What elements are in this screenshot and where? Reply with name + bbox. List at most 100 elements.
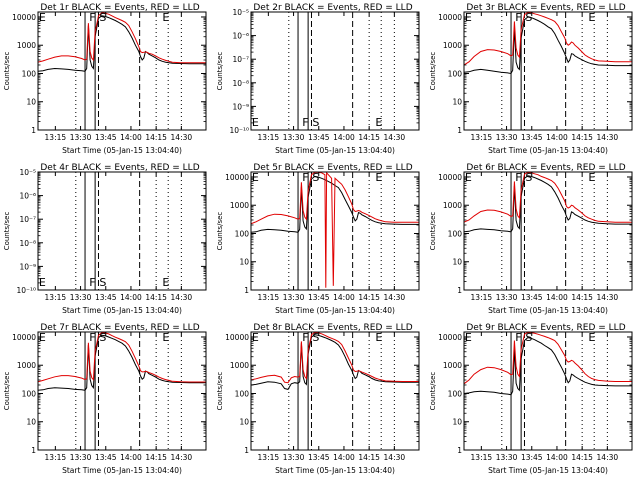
- detector-panel-8: Det 8r BLACK = Events, RED = LLD Counts/s…: [216, 323, 420, 475]
- x-tick-label: 13:30: [70, 133, 92, 142]
- phase-marker-label: S: [99, 11, 106, 24]
- y-tick-label: 1: [457, 286, 462, 295]
- lld-series-line: [251, 332, 419, 384]
- panel-title: Det 1r BLACK = Events, RED = LLD: [40, 3, 199, 13]
- panel-title: Det 2r BLACK = Events, RED = LLD: [253, 3, 412, 13]
- phase-marker-label: E: [588, 331, 595, 344]
- x-tick-label: 13:15: [45, 453, 67, 462]
- plot-frame: [463, 171, 633, 291]
- y-tick-label: 10⁻⁹: [19, 262, 36, 271]
- x-axis-label: Start Time (05-Jan-15 13:04:40): [62, 466, 182, 475]
- detector-panel-4: Det 4r BLACK = Events, RED = LLD Counts/s…: [3, 163, 207, 315]
- panel-title: Det 7r BLACK = Events, RED = LLD: [40, 323, 199, 333]
- y-tick-label: 100: [235, 389, 250, 398]
- x-tick-label: 13:15: [471, 453, 493, 462]
- phase-marker-label: F: [302, 331, 308, 344]
- phase-marker-label: F: [89, 11, 95, 24]
- panel-title: Det 9r BLACK = Events, RED = LLD: [466, 323, 625, 333]
- x-tick-label: 14:30: [597, 133, 619, 142]
- lld-series-line: [464, 12, 632, 66]
- events-series-line: [38, 334, 206, 391]
- y-tick-label: 10000: [438, 13, 462, 22]
- lld-series-line: [38, 12, 206, 64]
- x-tick-label: 14:00: [120, 133, 142, 142]
- y-tick-label: 1: [31, 126, 36, 135]
- x-tick-label: 13:30: [283, 293, 305, 302]
- x-tick-label: 14:30: [171, 453, 193, 462]
- y-axis-label: Counts/sec: [216, 52, 224, 91]
- phase-marker-label: S: [99, 276, 106, 289]
- phase-marker-label: E: [375, 116, 382, 129]
- x-tick-label: 13:30: [283, 133, 305, 142]
- series-group: [464, 12, 632, 75]
- y-axis-label: Counts/sec: [429, 212, 437, 251]
- series-group: [38, 12, 206, 72]
- y-tick-label: 100: [235, 229, 250, 238]
- series-group: [464, 172, 632, 233]
- x-tick-label: 14:15: [571, 133, 593, 142]
- x-axis-label: Start Time (05-Jan-15 13:04:40): [275, 306, 395, 315]
- y-tick-label: 1: [244, 446, 249, 455]
- phase-marker-label: F: [515, 11, 521, 24]
- phase-marker-label: E: [465, 171, 472, 184]
- y-tick-label: 10: [26, 98, 36, 107]
- phase-marker-label: S: [312, 116, 319, 129]
- plot-frame: [37, 11, 207, 131]
- events-series-line: [251, 334, 419, 390]
- x-tick-label: 13:45: [521, 453, 543, 462]
- phase-marker-label: E: [162, 276, 169, 289]
- x-tick-label: 13:45: [95, 293, 117, 302]
- y-tick-label: 10⁻⁶: [19, 192, 36, 201]
- phase-marker-label: E: [162, 11, 169, 24]
- y-tick-label: 10000: [225, 333, 249, 342]
- phase-marker-label: S: [525, 11, 532, 24]
- x-tick-label: 14:00: [333, 453, 355, 462]
- phase-marker-label: F: [302, 116, 308, 129]
- x-tick-label: 14:15: [145, 133, 167, 142]
- y-tick-label: 1: [457, 126, 462, 135]
- x-tick-label: 13:45: [95, 133, 117, 142]
- phase-marker-label: F: [302, 171, 308, 184]
- x-tick-label: 13:15: [258, 453, 280, 462]
- y-tick-label: 10: [239, 418, 249, 427]
- x-tick-label: 14:30: [171, 293, 193, 302]
- y-axis-label: Counts/sec: [3, 372, 11, 411]
- phase-marker-label: E: [465, 11, 472, 24]
- detector-panel-1: Det 1r BLACK = Events, RED = LLD Counts/s…: [3, 3, 207, 155]
- y-tick-label: 100: [22, 389, 37, 398]
- panel-title: Det 8r BLACK = Events, RED = LLD: [253, 323, 412, 333]
- x-tick-label: 14:00: [333, 293, 355, 302]
- y-tick-label: 100: [448, 69, 463, 78]
- x-tick-label: 14:15: [358, 133, 380, 142]
- panel-title: Det 4r BLACK = Events, RED = LLD: [40, 163, 199, 173]
- panel-title: Det 3r BLACK = Events, RED = LLD: [466, 3, 625, 13]
- panel-title: Det 5r BLACK = Events, RED = LLD: [253, 163, 412, 173]
- plot-frame: [37, 331, 207, 451]
- y-tick-label: 10⁻⁶: [232, 32, 249, 41]
- lld-series-line: [464, 332, 632, 385]
- x-tick-label: 13:30: [496, 453, 518, 462]
- y-tick-label: 100: [22, 69, 37, 78]
- phase-marker-label: E: [588, 11, 595, 24]
- phase-marker-label: S: [525, 331, 532, 344]
- events-series-line: [464, 337, 632, 396]
- x-tick-label: 14:15: [145, 453, 167, 462]
- phase-marker-label: S: [312, 331, 319, 344]
- y-tick-label: 1: [31, 446, 36, 455]
- phase-marker-label: E: [252, 116, 259, 129]
- x-tick-label: 14:30: [384, 293, 406, 302]
- phase-marker-label: S: [99, 331, 106, 344]
- y-tick-label: 10: [26, 418, 36, 427]
- x-tick-label: 14:30: [384, 453, 406, 462]
- x-tick-label: 13:45: [308, 133, 330, 142]
- y-tick-label: 10000: [12, 333, 36, 342]
- x-axis-label: Start Time (05-Jan-15 13:04:40): [488, 146, 608, 155]
- x-axis-label: Start Time (05-Jan-15 13:04:40): [488, 466, 608, 475]
- y-axis-label: Counts/sec: [429, 372, 437, 411]
- x-tick-label: 14:15: [571, 293, 593, 302]
- phase-marker-label: S: [525, 171, 532, 184]
- y-tick-label: 10⁻¹⁰: [229, 126, 249, 135]
- y-tick-label: 10⁻⁸: [19, 239, 36, 248]
- x-tick-label: 14:30: [384, 133, 406, 142]
